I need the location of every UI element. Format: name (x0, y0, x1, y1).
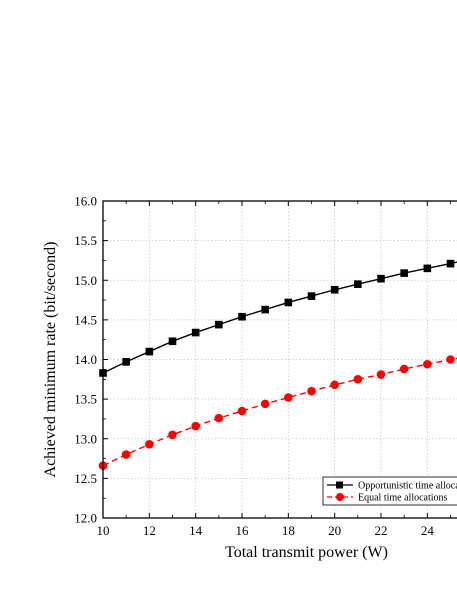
x-tick-label: 22 (375, 523, 388, 538)
data-point-square (145, 347, 154, 356)
gridlines (103, 201, 457, 518)
x-tick-label: 24 (421, 523, 435, 538)
data-point-square (261, 305, 269, 314)
data-point-square (446, 259, 455, 268)
data-point-square (215, 320, 223, 329)
x-tick-label: 20 (328, 523, 341, 538)
x-tick-label: 18 (282, 523, 295, 538)
data-point-circle (284, 393, 293, 402)
series-layer (98, 259, 457, 470)
x-tick-label: 14 (189, 523, 203, 538)
y-tick-label: 12.0 (74, 511, 97, 526)
data-point-square (423, 264, 432, 273)
x-tick-label: 12 (143, 523, 156, 538)
data-point-circle (260, 399, 270, 409)
data-point-circle (446, 355, 455, 364)
legend-label-1: Opportunistic time alloca (358, 481, 457, 492)
y-tick-label: 14.0 (74, 352, 97, 367)
ticks: 12.0 12.5 13.0 13.5 14.0 14.5 15.0 15.5 16.0 10 12… (74, 194, 451, 538)
data-point-square (168, 337, 177, 346)
y-tick-label: 12.5 (74, 471, 97, 486)
legend-box (322, 476, 457, 506)
legend-marker-square (336, 481, 343, 489)
data-point-circle (191, 421, 200, 431)
data-point-square (377, 274, 385, 283)
data-point-square (238, 312, 246, 321)
y-tick-label: 15.5 (74, 233, 97, 248)
y-tick-label: 16.0 (74, 194, 97, 209)
x-axis-label: Total transmit power (W) (225, 544, 388, 561)
data-point-circle (121, 450, 131, 459)
data-point-circle (237, 406, 247, 416)
data-point-square (400, 269, 408, 277)
x-tick-label: 16 (236, 523, 250, 538)
series-line-2 (102, 357, 457, 467)
data-point-square (330, 285, 339, 294)
data-point-circle (423, 359, 432, 369)
data-point-circle (376, 370, 386, 379)
data-point-square (122, 358, 130, 366)
data-point-circle (214, 413, 224, 423)
y-tick-label: 15.0 (74, 273, 97, 288)
data-point-circle (399, 364, 409, 374)
legend-label-2: Equal time allocations (358, 493, 448, 504)
data-point-circle (330, 380, 339, 390)
data-point-circle (168, 430, 177, 440)
data-point-square (284, 298, 293, 307)
y-tick-label: 13.0 (74, 431, 97, 446)
x-tick-label: 10 (97, 523, 110, 538)
data-point-square (307, 292, 316, 300)
series-line-1 (102, 261, 457, 374)
y-tick-label: 13.5 (74, 392, 97, 407)
legend-marker-circle (336, 493, 344, 501)
y-tick-label: 14.5 (74, 312, 97, 327)
y-axis-label: Achieved minimum rate (bit/second) (42, 242, 59, 478)
data-point-square (191, 328, 200, 337)
data-point-circle (145, 439, 154, 449)
data-point-circle (307, 386, 316, 396)
data-point-square (354, 280, 362, 289)
data-point-circle (353, 375, 363, 384)
